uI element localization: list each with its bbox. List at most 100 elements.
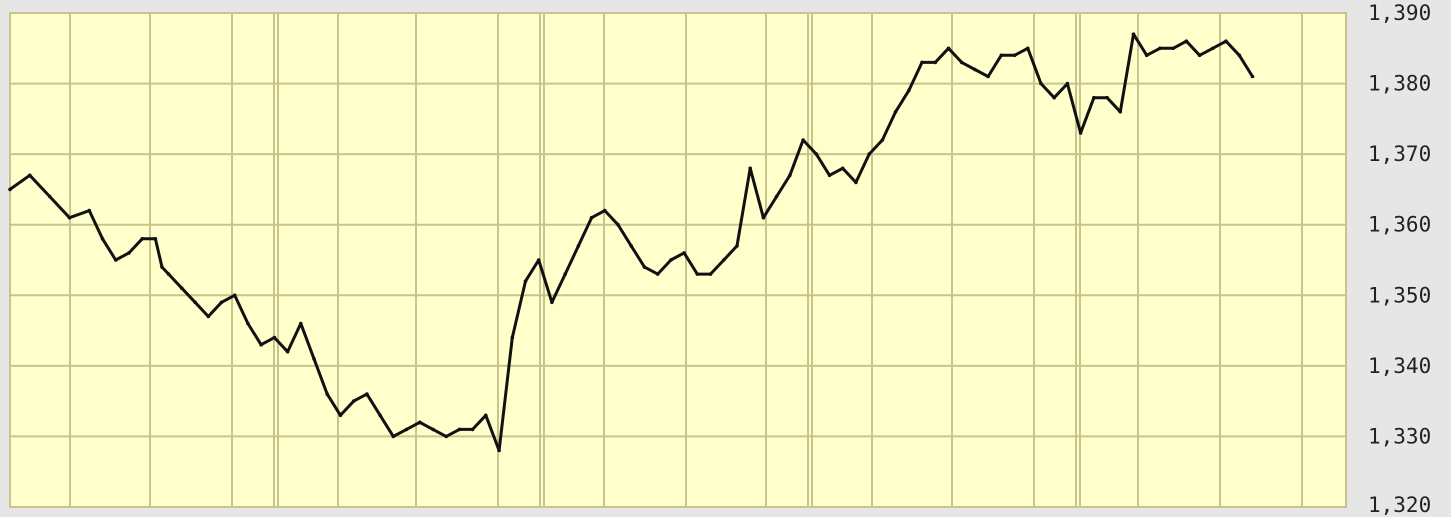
- series-point: [959, 60, 964, 65]
- series-point: [1197, 53, 1202, 58]
- series-point: [907, 88, 911, 93]
- series-point: [722, 258, 726, 262]
- series-point: [523, 279, 528, 284]
- series-point: [880, 138, 885, 142]
- series-point: [418, 420, 422, 425]
- y-tick-label: 1,320: [1368, 493, 1431, 517]
- series-point: [801, 138, 805, 142]
- series-point: [854, 180, 858, 185]
- series-point: [695, 272, 700, 276]
- series-point: [1065, 81, 1070, 86]
- series-point: [629, 244, 633, 248]
- series-point: [312, 357, 316, 361]
- series-point: [47, 194, 52, 199]
- series-point: [484, 413, 488, 418]
- series-point: [589, 215, 594, 220]
- series-point: [973, 67, 977, 72]
- series-point: [603, 208, 607, 213]
- y-tick-label: 1,350: [1368, 283, 1431, 307]
- series-point: [655, 272, 660, 276]
- series-point: [946, 46, 951, 51]
- series-point: [180, 286, 184, 291]
- series-point: [160, 265, 164, 269]
- series-point: [338, 413, 343, 418]
- series-point: [1224, 39, 1228, 43]
- series-point: [669, 258, 673, 262]
- series-point: [550, 300, 554, 305]
- series-point: [325, 392, 330, 396]
- series-point: [1092, 95, 1096, 100]
- series-point: [391, 434, 396, 439]
- series-point: [510, 335, 515, 340]
- y-tick-label: 1,340: [1368, 354, 1431, 378]
- series-point: [378, 413, 382, 418]
- y-tick-label: 1,330: [1368, 424, 1431, 448]
- series-point: [67, 215, 72, 220]
- series-point: [153, 237, 158, 241]
- y-tick-label: 1,370: [1368, 142, 1431, 166]
- series-point: [788, 173, 792, 178]
- series-point: [735, 244, 739, 248]
- series-point: [1118, 110, 1123, 114]
- series-point: [1052, 95, 1056, 100]
- series-point: [140, 237, 144, 241]
- series-point: [867, 152, 871, 156]
- plot-area: [9, 12, 1347, 508]
- series-point: [497, 448, 501, 453]
- series-point: [431, 427, 435, 432]
- y-tick-label: 1,390: [1368, 1, 1431, 25]
- series-point: [999, 53, 1004, 58]
- series-point: [708, 272, 713, 276]
- series-point: [457, 427, 462, 432]
- series-point: [1105, 95, 1109, 100]
- series-point: [827, 173, 832, 178]
- series-point: [351, 399, 356, 403]
- series-point: [748, 166, 752, 171]
- series-point: [272, 335, 277, 340]
- series-point: [246, 321, 250, 326]
- series-point: [232, 293, 237, 298]
- series-point: [1211, 46, 1215, 51]
- series-point: [933, 60, 938, 65]
- series-point: [1026, 46, 1030, 51]
- series-point: [206, 314, 211, 319]
- series-point: [127, 251, 131, 255]
- series-point: [100, 237, 105, 241]
- series-point: [219, 300, 224, 305]
- series-point: [1158, 46, 1162, 51]
- series-point: [1171, 46, 1175, 51]
- series-point: [536, 258, 541, 262]
- series-point: [87, 208, 92, 213]
- series-point: [404, 427, 409, 432]
- series-point: [774, 194, 779, 199]
- series-point: [986, 74, 990, 79]
- series-point: [1078, 131, 1083, 135]
- series-point: [576, 244, 581, 248]
- series-point: [444, 434, 449, 439]
- series-point: [1144, 53, 1149, 58]
- series-point: [1237, 53, 1242, 58]
- series-point: [1184, 39, 1189, 43]
- series-point: [893, 110, 898, 114]
- series-point: [285, 349, 290, 354]
- series-point: [113, 258, 118, 262]
- series-point: [470, 427, 475, 432]
- series-point: [1131, 32, 1136, 36]
- series-point: [616, 222, 620, 227]
- series-point: [193, 300, 197, 305]
- series-point: [166, 272, 171, 276]
- series-point: [761, 215, 766, 220]
- series-point: [642, 265, 647, 269]
- series-point: [920, 60, 924, 65]
- series-point: [8, 187, 12, 192]
- series-point: [563, 272, 567, 276]
- series-point: [682, 251, 686, 255]
- series-line: [9, 32, 1254, 452]
- series-point: [28, 173, 32, 178]
- series-point: [814, 152, 819, 156]
- series-point: [299, 321, 303, 326]
- y-tick-label: 1,360: [1368, 213, 1431, 237]
- series-point: [1250, 74, 1255, 79]
